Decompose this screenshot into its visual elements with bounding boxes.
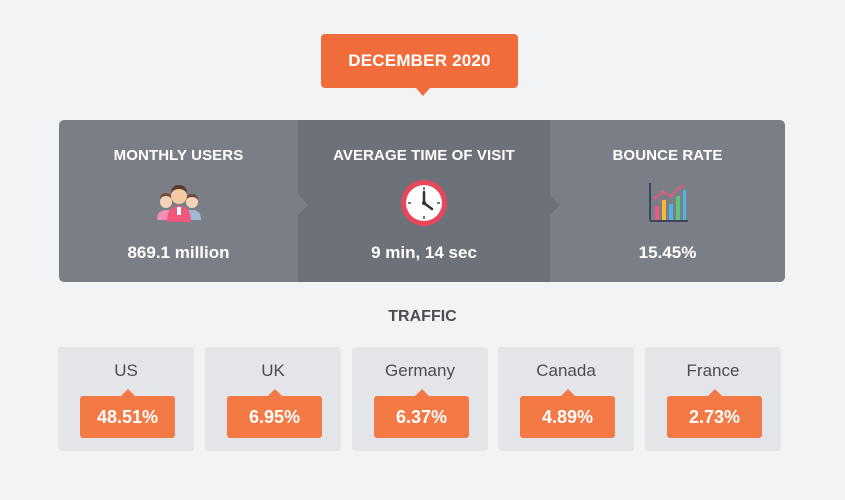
month-label: DECEMBER 2020 [348, 51, 491, 70]
stat-value: 15.45% [638, 243, 697, 262]
stat-bounce-rate: BOUNCE RATE 15.45% [550, 120, 785, 282]
stat-average-time: AVERAGE TIME OF VISIT 9 min, 14 sec [298, 120, 550, 282]
traffic-title: TRAFFIC [388, 308, 457, 325]
country-label: France [686, 361, 740, 380]
percent-badge: 4.89% [520, 389, 615, 438]
traffic-card-us: US 48.51% [58, 347, 194, 451]
stat-value: 869.1 million [127, 243, 230, 262]
traffic-card-uk: UK 6.95% [205, 347, 341, 451]
clock-icon [399, 178, 449, 228]
month-badge: DECEMBER 2020 [321, 34, 518, 96]
stat-label: AVERAGE TIME OF VISIT [333, 147, 515, 164]
percent-badge: 6.95% [227, 389, 322, 438]
traffic-card-france: France 2.73% [645, 347, 781, 451]
traffic-cards: US 48.51% UK 6.95% Germany 6.37% Canada … [58, 347, 782, 451]
country-label: US [114, 361, 138, 380]
country-label: UK [261, 361, 285, 380]
stat-monthly-users: MONTHLY USERS 869.1 million [59, 120, 298, 282]
stats-panel: MONTHLY USERS 869.1 million AVERAGE TIME… [59, 120, 785, 282]
divider-arrow [550, 195, 560, 215]
bar-chart-icon [643, 178, 693, 228]
traffic-card-germany: Germany 6.37% [352, 347, 488, 451]
divider-arrow [298, 195, 308, 215]
users-group-icon [154, 178, 204, 228]
stat-value: 9 min, 14 sec [371, 243, 477, 262]
country-label: Canada [536, 361, 596, 380]
country-label: Germany [385, 361, 455, 380]
traffic-card-canada: Canada 4.89% [498, 347, 634, 451]
percent-badge: 48.51% [80, 389, 175, 438]
percent-badge: 6.37% [374, 389, 469, 438]
stat-label: MONTHLY USERS [113, 147, 244, 164]
stat-label: BOUNCE RATE [612, 147, 723, 164]
percent-badge: 2.73% [667, 389, 762, 438]
